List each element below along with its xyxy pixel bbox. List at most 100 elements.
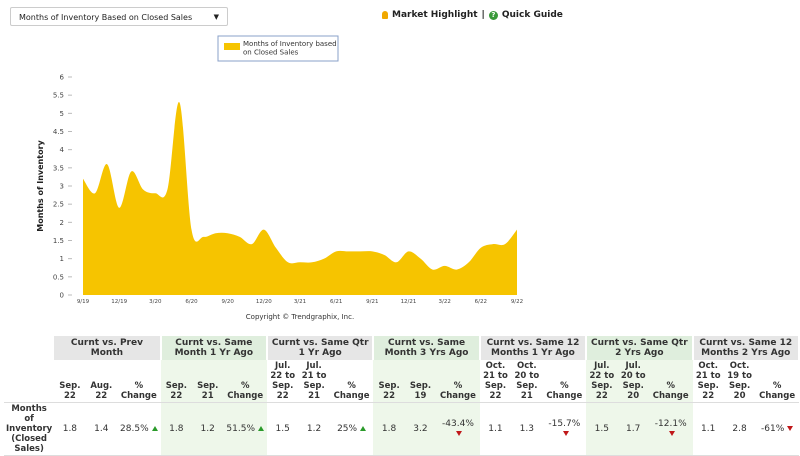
column-header: Oct. 21 to Sep. 22 <box>483 361 508 401</box>
x-tick-label: 6/20 <box>185 299 198 305</box>
trend-arrow <box>669 431 676 436</box>
market-highlight-link[interactable]: Market Highlight <box>392 10 478 20</box>
value: 1.2 <box>200 424 215 434</box>
trend-arrow <box>562 431 569 436</box>
x-tick-label: 3/22 <box>438 299 450 305</box>
value: 1.5 <box>275 424 290 434</box>
y-tick-label: 2 <box>60 219 64 227</box>
column-header: Oct. 21 to Sep. 22 <box>695 361 721 401</box>
column-header: % Change <box>120 381 157 401</box>
column-header: Sep. 22 <box>59 381 81 401</box>
value-cell: 51.5% <box>223 402 268 456</box>
value: 2.8 <box>732 424 747 434</box>
x-tick-label: 3/21 <box>294 299 306 305</box>
trend-arrow <box>360 426 367 431</box>
value: -12.1% <box>654 419 687 429</box>
value: -43.4% <box>442 419 474 429</box>
column-header: % Change <box>436 360 480 403</box>
column-header: Aug. 22 <box>90 381 113 401</box>
y-tick-label: 1.5 <box>53 237 64 245</box>
x-tick-label: 6/22 <box>475 299 487 305</box>
y-tick-label: 5 <box>60 110 64 118</box>
value-cell: 1.3 <box>511 402 543 456</box>
x-tick-label: 9/20 <box>221 299 234 305</box>
column-header: % Change <box>333 381 370 401</box>
y-tick-label: 5.5 <box>53 92 64 100</box>
x-tick-label: 3/20 <box>149 299 162 305</box>
value: 1.3 <box>519 424 534 434</box>
value: 1.4 <box>94 424 109 434</box>
value: 51.5% <box>226 424 255 434</box>
value-cell: -61% <box>755 402 799 456</box>
value: -61% <box>761 424 785 434</box>
legend-swatch <box>224 43 240 50</box>
value-cell: 25% <box>329 402 374 456</box>
y-axis-label: Months of Inventory <box>36 139 45 231</box>
value: 1.1 <box>488 424 503 434</box>
value-cell: 1.2 <box>192 402 224 456</box>
legend-label: Months of Inventory based on Closed Sales <box>243 40 337 57</box>
y-tick-label: 0 <box>60 292 64 300</box>
value: 25% <box>337 424 358 434</box>
column-header: Jul. 22 to Sep. 22 <box>270 361 296 401</box>
column-header: % Change <box>759 381 796 401</box>
column-header: Oct. 20 to Sep. 21 <box>514 361 540 401</box>
value-cell: 1.5 <box>586 402 618 456</box>
corner <box>4 336 54 360</box>
separator: | <box>481 10 485 20</box>
x-tick-label: 6/21 <box>330 299 342 305</box>
y-tick-label: 6 <box>60 74 65 82</box>
dropdown-caret: ▼ <box>213 13 219 21</box>
column-header: Sep. 22 <box>160 360 193 403</box>
corner <box>4 360 54 403</box>
group-title: Curnt vs. Same Qtr 1 Yr Ago <box>267 336 375 360</box>
value: 1.8 <box>381 424 397 434</box>
group-title: Curnt vs. Same Month 3 Yrs Ago <box>373 336 481 360</box>
value-cell: 1.4 <box>85 402 118 456</box>
value: 3.2 <box>413 424 428 434</box>
group-title: Curnt vs. Same Qtr 2 Yrs Ago <box>586 336 694 360</box>
group-title: Curnt vs. Prev Month <box>54 336 162 360</box>
trend-arrow <box>151 426 158 431</box>
chart: Months of Inventory based on Closed Sales… <box>36 35 523 321</box>
column-header: % Change <box>223 360 268 403</box>
group-row: Curnt vs. Prev Month Curnt vs. Same Month… <box>4 336 800 360</box>
column-header: Sep. 21 <box>192 360 224 403</box>
quick-guide-link[interactable]: Quick Guide <box>501 10 563 20</box>
column-header: Jul. 20 to Sep. 20 <box>617 360 649 403</box>
legend-line: on Closed Sales <box>243 49 299 57</box>
copyright: Copyright © Trendgraphix, Inc. <box>246 313 354 321</box>
group-title: Curnt vs. Same 12 Months 2 Yrs Ago <box>692 336 800 360</box>
y-tick-label: 3 <box>60 183 64 191</box>
value-cell: 1.5 <box>267 402 299 456</box>
value-cell: 1.1 <box>479 402 512 456</box>
y-tick-label: 1 <box>60 255 64 263</box>
value-cell: 1.2 <box>298 402 330 456</box>
group-title: Curnt vs. Same Month 1 Yr Ago <box>160 336 269 360</box>
value: 1.5 <box>594 424 609 434</box>
value-cell: 2.8 <box>723 402 756 456</box>
column-header: Oct. 19 to Sep. 20 <box>727 361 752 401</box>
trend-arrow <box>456 431 463 436</box>
trend-arrow <box>787 426 794 431</box>
value: 1.8 <box>169 424 184 434</box>
dropdown-label: Months of Inventory Based on Closed Sale… <box>19 13 193 22</box>
header-links: Market Highlight | ? Quick Guide <box>382 10 563 20</box>
value: 1.7 <box>626 424 641 434</box>
help-icon: ? <box>488 10 498 20</box>
value-cell: 28.5% <box>117 402 161 456</box>
x-tick-label: 9/22 <box>511 299 523 305</box>
value: 1.8 <box>62 424 78 434</box>
area <box>83 102 517 296</box>
x-tick-label: 12/20 <box>256 299 272 305</box>
x-tick-label: 9/21 <box>366 299 378 305</box>
row-label: Months of Inventory (Closed Sales) <box>4 402 55 456</box>
column-header: % Change <box>648 360 693 403</box>
value-cell: -43.4% <box>436 402 480 456</box>
x-tick-label: 12/19 <box>111 299 127 305</box>
metric-dropdown[interactable]: Months of Inventory Based on Closed Sale… <box>10 7 228 26</box>
column-row: Sep. 22 Aug. 22% Change Sep. 22 Sep. 21% Ch… <box>4 360 799 403</box>
value-cell: 1.8 <box>160 402 193 456</box>
column-header: Jul. 21 to Sep. 21 <box>301 361 327 401</box>
